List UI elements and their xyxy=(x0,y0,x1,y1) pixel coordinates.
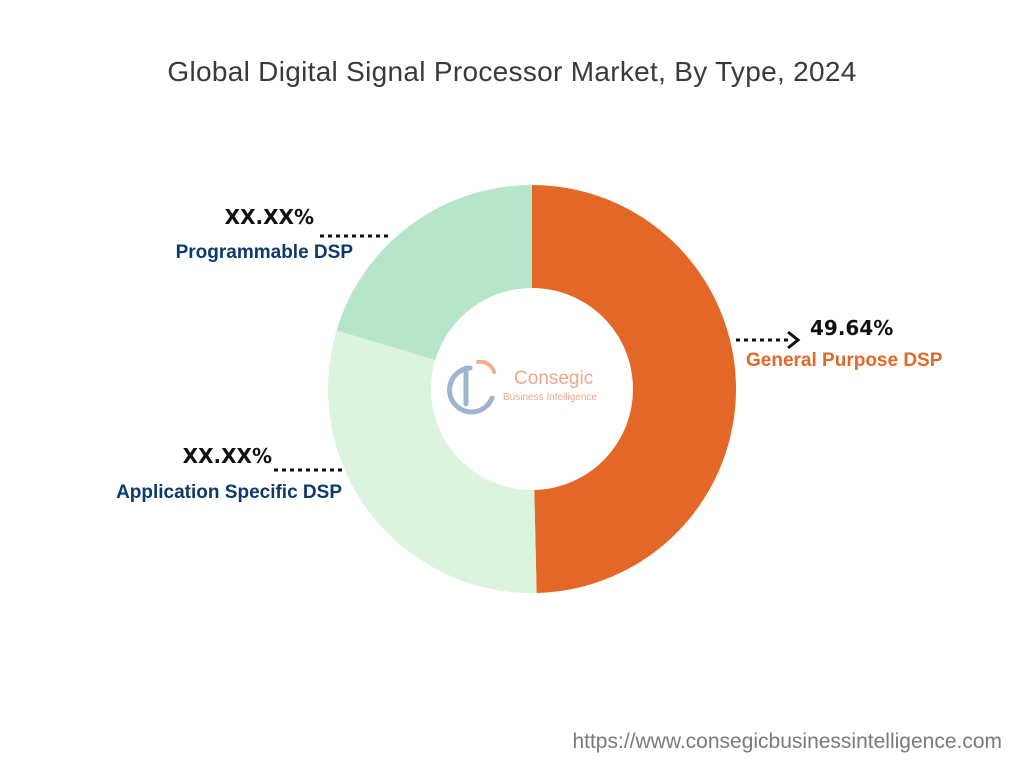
data-labels: XX.XX% Programmable DSP XX.XX% Applicati… xyxy=(116,205,943,503)
logo-ring-icon xyxy=(447,365,495,415)
value-label-general: 49.64% xyxy=(810,316,893,340)
slice-general-purpose-dsp xyxy=(532,185,737,593)
category-label-application: Application Specific DSP xyxy=(116,482,342,503)
chart-title: Global Digital Signal Processor Market, … xyxy=(167,56,857,87)
category-label-general: General Purpose DSP xyxy=(746,350,943,371)
logo-tagline: Business Intelligence xyxy=(503,392,597,403)
consegic-logo: Consegic Business Intelligence xyxy=(447,359,597,415)
footer-url: https://www.consegicbusinessintelligence… xyxy=(572,730,1002,753)
logo-accent-icon xyxy=(476,359,496,374)
value-label-programmable: XX.XX% xyxy=(225,205,314,229)
leader-lines xyxy=(274,234,801,472)
slice-programmable-dsp xyxy=(336,185,532,360)
donut-slices xyxy=(328,185,737,593)
slice-application-specific-dsp xyxy=(328,330,537,593)
value-label-application: XX.XX% xyxy=(183,444,272,468)
category-label-programmable: Programmable DSP xyxy=(176,242,354,263)
logo-name: Consegic xyxy=(514,368,593,389)
arrow-right-icon xyxy=(787,330,801,350)
